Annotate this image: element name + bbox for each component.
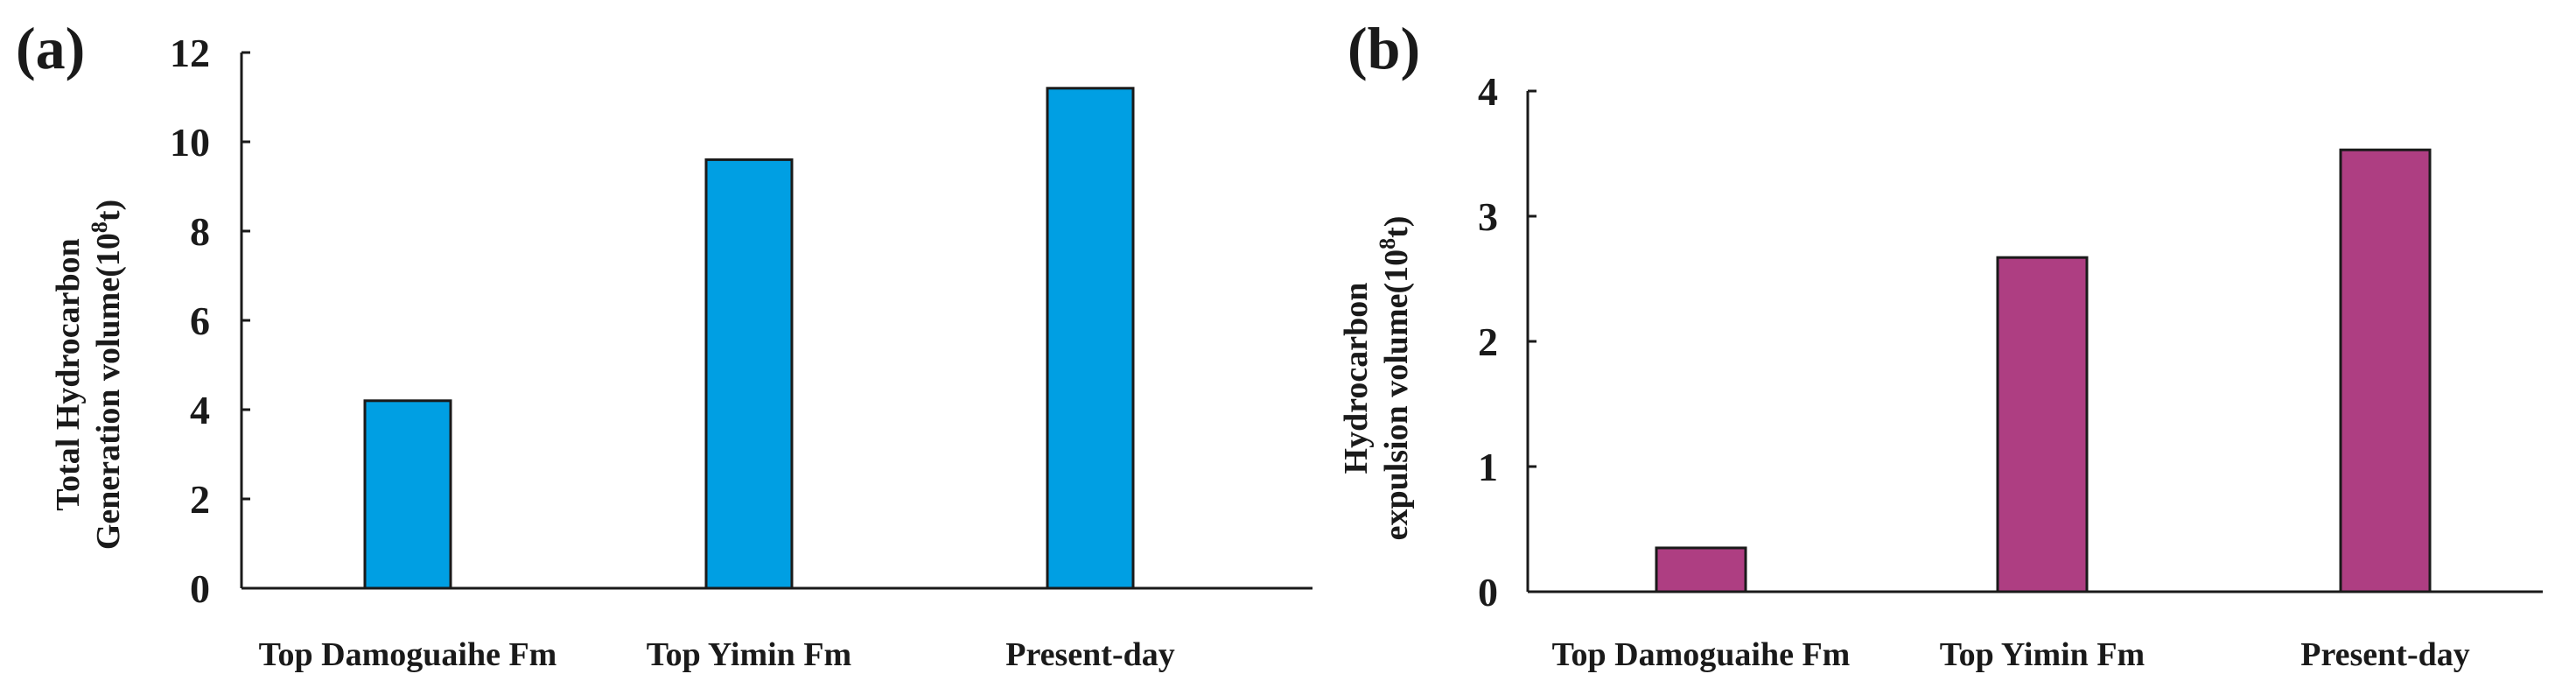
panel-b-category-label: Present-day	[2300, 636, 2470, 673]
panel-b-ytick-label: 0	[1478, 570, 1498, 614]
panel-b-ylabel-line1: Hydrocarbon	[1338, 283, 1375, 474]
panel-a-ytick-label: 0	[190, 566, 210, 611]
panel-a-ytick-label: 6	[190, 298, 210, 343]
panel-a-category-label: Present-day	[1005, 636, 1175, 673]
panel-a-label: (a)	[16, 15, 85, 81]
panel-a-bar	[704, 158, 794, 590]
panel-a-ytick-label: 8	[190, 209, 210, 254]
panel-a-ylabel-line1: Total Hydrocarbon	[50, 238, 87, 510]
panel-a-ylabel-suffix: t)	[90, 200, 127, 221]
panel-a-ylabel-prefix: Generation volume(10	[90, 233, 127, 550]
panel-b-category-label: Top Yimin Fm	[1940, 636, 2145, 673]
panel-b-bar	[1996, 256, 2089, 593]
panel-b-category-label: Top Damoguaihe Fm	[1552, 636, 1851, 673]
panel-b-ytick-label: 4	[1478, 69, 1498, 114]
panel-b-categories: Top Damoguaihe Fm Top Yimin Fm Present-day	[1552, 636, 2470, 673]
panel-a-categories: Top Damoguaihe Fm Top Yimin Fm Present-day	[259, 636, 1175, 673]
panel-a-ytick-label: 2	[190, 477, 210, 522]
panel-a-bar	[1046, 87, 1135, 590]
panel-a-ytick-label: 4	[190, 388, 210, 432]
panel-b-ylabel-line2: expulsion volume(108t)	[1375, 216, 1415, 541]
panel-b-ylabel-suffix: t)	[1378, 216, 1415, 238]
panel-a-bar	[363, 399, 452, 590]
panel-a-ytick-label: 10	[170, 120, 210, 165]
chart-panel-a: (a) Total Hydrocarbon Generation volume(…	[16, 15, 1312, 673]
chart-panel-b: (b) Hydrocarbon expulsion volume(108t) 0…	[1338, 15, 2543, 673]
panel-b-ylabel-prefix: expulsion volume(10	[1378, 249, 1415, 541]
panel-b-ylabel-sup: 8	[1375, 238, 1400, 249]
panel-a-category-label: Top Damoguaihe Fm	[259, 636, 557, 673]
panel-a-ylabel-line2: Generation volume(108t)	[87, 200, 127, 550]
panel-a-bars	[363, 87, 1135, 590]
panel-b-bar	[2339, 148, 2432, 593]
panel-b-ytick-label: 1	[1478, 445, 1498, 489]
panel-b-bar	[1655, 546, 1747, 593]
panel-b-label: (b)	[1348, 15, 1420, 81]
panel-b-ytick-label: 2	[1478, 319, 1498, 364]
panel-b-bars	[1655, 148, 2432, 593]
panel-a-ytick-label: 12	[170, 31, 210, 75]
panel-a-ylabel-sup: 8	[87, 221, 112, 233]
panel-b-ytick-label: 3	[1478, 194, 1498, 239]
panel-a-category-label: Top Yimin Fm	[647, 636, 851, 673]
